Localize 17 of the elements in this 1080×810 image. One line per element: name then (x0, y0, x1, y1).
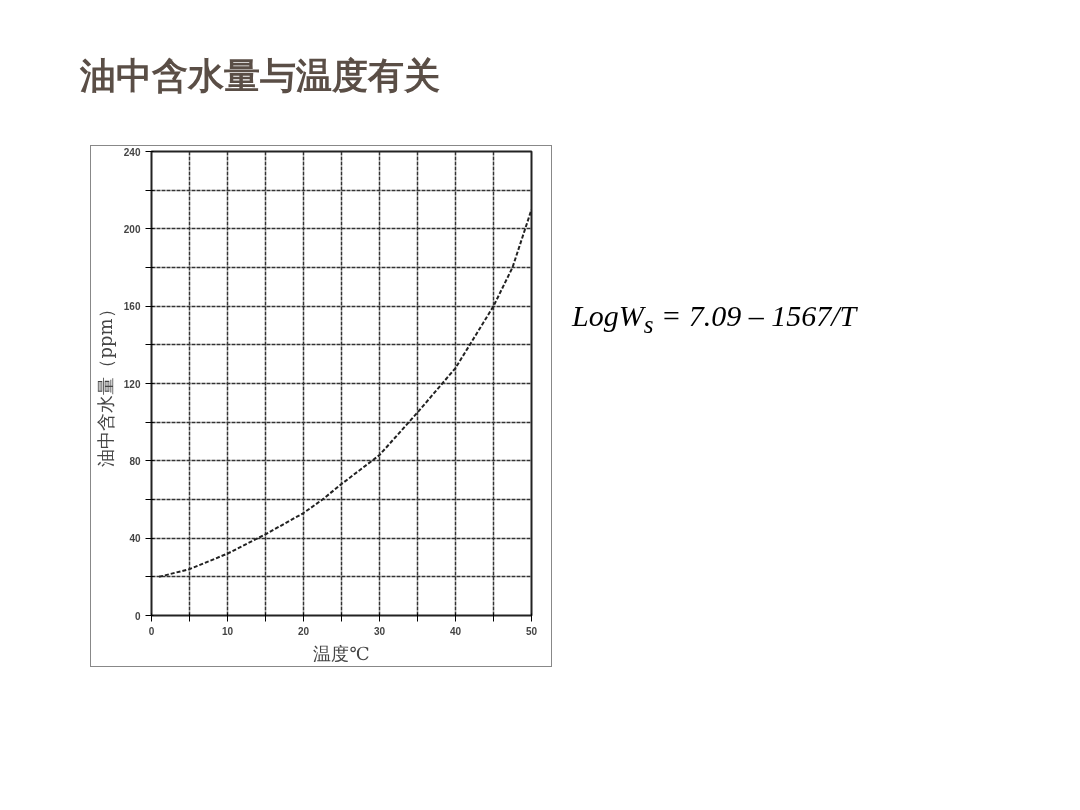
x-tick-label: 50 (525, 625, 538, 637)
x-tick-label: 40 (449, 625, 462, 637)
x-tick-label: 20 (297, 625, 310, 637)
y-tick-label: 0 (134, 610, 141, 622)
y-tick-label: 240 (123, 146, 141, 158)
x-tick-label: 30 (373, 625, 386, 637)
y-tick-label: 120 (123, 378, 141, 390)
y-tick-label: 200 (123, 223, 141, 235)
y-tick-label: 80 (129, 455, 141, 467)
x-tick-label: 0 (148, 625, 155, 637)
text: LogW$_{s}$ = 7.09 – 1567/T (572, 298, 857, 340)
y-tick-label: 40 (129, 533, 141, 545)
chart-title: 油中含水量与温度有关 (80, 54, 440, 98)
x-axis-title: 温度℃ (313, 642, 370, 664)
y-axis-title: 油中含水量（ppm） (94, 300, 116, 467)
y-tick-label: 160 (123, 301, 141, 313)
x-tick-label: 10 (221, 625, 234, 637)
